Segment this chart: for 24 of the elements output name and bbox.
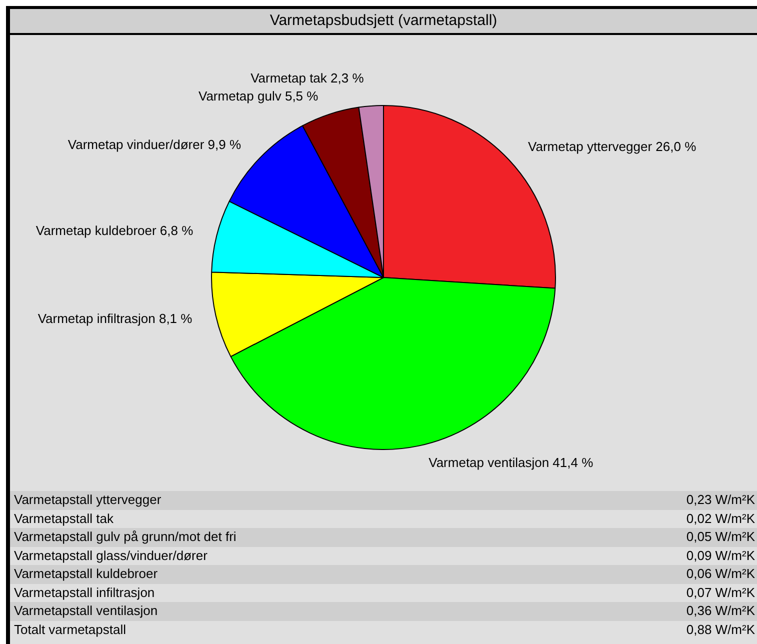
slice-label: Varmetap kuldebroer 6,8 % — [36, 222, 194, 238]
chart-title: Varmetapsbudsjett (varmetapstall) — [10, 9, 757, 35]
text: Varmetapstall infiltrasjon — [14, 584, 155, 602]
text: 0,36 W/m²K — [686, 602, 755, 620]
text: Varmetapstall tak — [14, 510, 114, 528]
slice-label: Varmetap tak 2,3 % — [250, 70, 364, 86]
text: Totalt varmetapstall — [14, 620, 126, 639]
text: 0,09 W/m²K — [686, 546, 755, 564]
slice-label: Varmetap vinduer/dører 9,9 % — [68, 136, 242, 152]
text: 0,05 W/m²K — [686, 528, 755, 546]
text: 0,06 W/m²K — [686, 565, 755, 583]
text: 0,07 W/m²K — [686, 584, 755, 602]
slice-label: Varmetap gulv 5,5 % — [198, 88, 319, 104]
text: Varmetapstall ventilasjon — [14, 602, 158, 620]
slice-label: Varmetap infiltrasjon 8,1 % — [38, 311, 193, 326]
slice-label: Varmetap ventilasjon 41,4 % — [428, 455, 594, 470]
slice-label: Varmetap yttervegger 26,0 % — [528, 139, 697, 154]
text: 0,88 W/m²K — [686, 620, 755, 638]
text: Varmetapstall kuldebroer — [14, 565, 158, 583]
text: 0,02 W/m²K — [686, 510, 755, 528]
text: Varmetapstall yttervegger — [14, 491, 162, 509]
text: 0,23 W/m²K — [686, 491, 755, 509]
text: Varmetapstall glass/vinduer/dører — [14, 546, 208, 565]
text: Varmetapstall gulv på grunn/mot det fri — [14, 528, 236, 546]
